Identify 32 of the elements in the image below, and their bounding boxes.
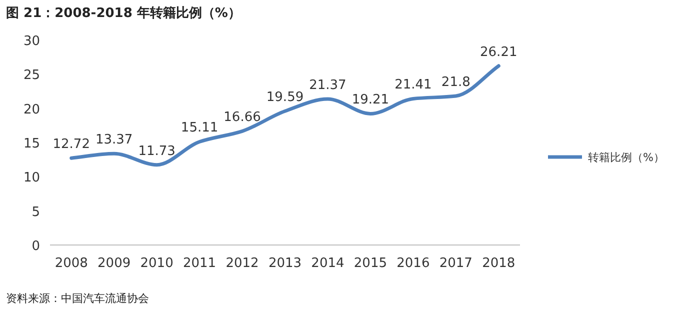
x-tick-label: 2013 — [268, 256, 302, 271]
y-tick-label: 0 — [32, 239, 40, 254]
x-tick-label: 2017 — [439, 256, 472, 271]
x-tick-label: 2014 — [311, 256, 344, 271]
chart-title: 图 21：2008-2018 年转籍比例（%） — [6, 6, 241, 21]
text: 资料来源：中国汽车流通协会 — [6, 292, 149, 305]
x-tick-label: 2015 — [354, 256, 387, 271]
y-tick-label: 25 — [23, 68, 40, 84]
data-label: 11.73 — [138, 144, 176, 159]
data-label: 15.11 — [180, 120, 218, 136]
legend-label: 转籍比例（%） — [588, 151, 664, 164]
y-tick-label: 20 — [23, 102, 40, 118]
data-label: 19.59 — [266, 90, 304, 106]
data-label: 13.37 — [95, 132, 133, 148]
x-tick-label: 2011 — [183, 256, 216, 271]
x-tick-label: 2009 — [98, 256, 131, 271]
data-label: 19.21 — [352, 92, 390, 108]
y-tick-label: 30 — [23, 34, 40, 49]
x-tick-label: 2012 — [226, 256, 259, 271]
data-label: 16.66 — [224, 110, 261, 126]
y-tick-label: 10 — [23, 170, 40, 186]
data-label: 21.41 — [394, 78, 432, 93]
x-tick-label: 2016 — [396, 256, 430, 271]
y-tick-label: 5 — [32, 204, 40, 220]
x-tick-label: 2010 — [140, 256, 174, 271]
data-label: 21.37 — [309, 78, 346, 93]
data-label: 26.21 — [480, 44, 518, 60]
y-tick-label: 15 — [23, 136, 40, 152]
data-label: 21.8 — [441, 75, 470, 90]
x-tick-label: 2018 — [482, 256, 516, 271]
data-label: 12.72 — [52, 137, 90, 152]
x-tick-label: 2008 — [54, 256, 88, 271]
